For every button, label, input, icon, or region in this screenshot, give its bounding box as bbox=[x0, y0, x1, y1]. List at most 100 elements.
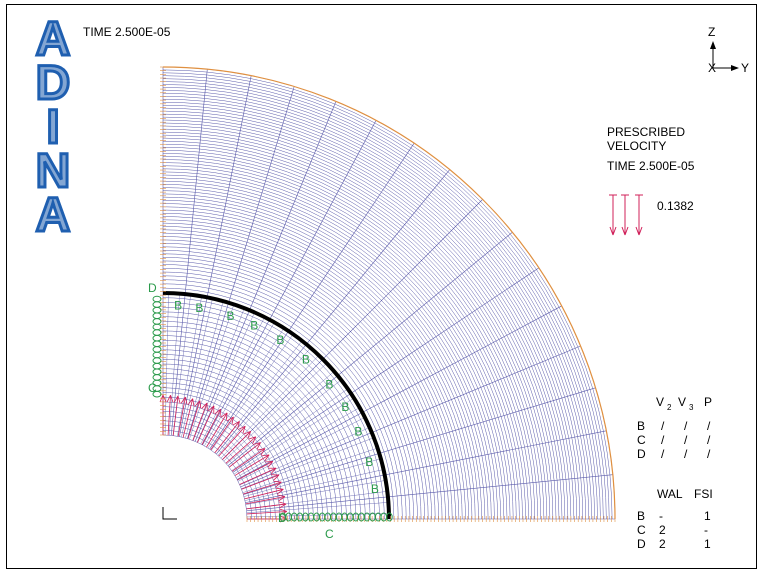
bc-circle bbox=[302, 512, 309, 522]
bc-circle bbox=[152, 390, 162, 398]
mesh-radial-line bbox=[240, 345, 581, 488]
prescribed-value: 0.1382 bbox=[657, 199, 694, 213]
velocity-arrowhead bbox=[180, 396, 188, 405]
velocity-arrowhead bbox=[214, 408, 222, 417]
bc-circle bbox=[152, 362, 162, 370]
mesh-radial-line bbox=[168, 293, 180, 436]
velocity-arrowhead bbox=[226, 416, 234, 425]
mesh-radial-line bbox=[216, 169, 450, 455]
velocity-arrowhead bbox=[271, 474, 280, 481]
boundary-b-label: B bbox=[302, 353, 310, 367]
bc-circle bbox=[152, 301, 162, 308]
wall-header-fsi: FSI bbox=[694, 487, 713, 501]
velocity-arrow bbox=[182, 398, 194, 438]
fixity-cell: / bbox=[661, 447, 665, 461]
wall-cell: 1 bbox=[704, 537, 711, 551]
fixity-header-v2-subscript: 2 bbox=[667, 403, 672, 412]
mesh-radial-line bbox=[211, 334, 294, 451]
velocity-arrow bbox=[222, 431, 251, 460]
wall-cell: - bbox=[659, 509, 663, 523]
wall-header-wal: WAL bbox=[657, 487, 683, 501]
mesh-radial-line bbox=[177, 296, 202, 437]
mesh-radial-line bbox=[164, 293, 169, 436]
velocity-arrow bbox=[197, 405, 215, 443]
bc-circle bbox=[152, 357, 162, 364]
logo-letter: A bbox=[36, 189, 71, 242]
velocity-arrowhead bbox=[278, 501, 287, 509]
velocity-arrowhead bbox=[166, 395, 174, 403]
velocity-arrowhead bbox=[220, 412, 228, 421]
velocity-arrowhead bbox=[253, 442, 261, 450]
fixity-header-v3-subscript: 3 bbox=[689, 403, 694, 412]
time-label: TIME 2.500E-05 bbox=[83, 25, 171, 39]
mesh-radial-line bbox=[217, 347, 311, 456]
boundary-d-label-bottom: D bbox=[278, 511, 287, 525]
fixity-cell: / bbox=[684, 419, 688, 433]
velocity-arrowhead bbox=[201, 402, 208, 411]
velocity-arrow bbox=[206, 412, 228, 448]
mesh-radial-line bbox=[223, 363, 327, 462]
bc-circle bbox=[152, 346, 162, 353]
velocity-arrow bbox=[243, 481, 282, 495]
boundary-ticks bbox=[160, 66, 616, 522]
velocity-arrow bbox=[231, 448, 266, 472]
velocity-arrow bbox=[228, 442, 261, 468]
mesh-radial-line bbox=[246, 474, 613, 512]
mesh-radial-line bbox=[237, 417, 365, 482]
prescribed-title: PRESCRIBED bbox=[607, 125, 686, 139]
velocity-arrow bbox=[218, 425, 246, 457]
bc-circle bbox=[152, 329, 162, 336]
mesh-radial-line bbox=[220, 355, 319, 459]
mesh-radial-line bbox=[200, 317, 265, 445]
logo-letter-fill: A bbox=[36, 189, 71, 242]
velocity-arrowhead bbox=[248, 436, 257, 444]
wall-row-label: C bbox=[637, 523, 646, 537]
velocity-arrow bbox=[239, 467, 277, 485]
velocity-arrow bbox=[187, 400, 201, 439]
mesh-radial-line bbox=[243, 387, 596, 495]
bc-circle bbox=[374, 512, 382, 522]
outer-boundary bbox=[162, 66, 616, 520]
boundary-b-label: B bbox=[341, 400, 349, 414]
bc-circle bbox=[152, 295, 162, 303]
boundary-d-label: D bbox=[148, 281, 157, 295]
velocity-arrow bbox=[246, 511, 287, 515]
fsi-interface-boundary bbox=[162, 291, 391, 520]
fixity-cell: / bbox=[707, 419, 711, 433]
mesh-radial-line bbox=[189, 304, 235, 440]
boundary-b-label: B bbox=[325, 377, 333, 391]
wall-cell: 1 bbox=[704, 509, 711, 523]
prescribed-subtitle: VELOCITY bbox=[607, 139, 667, 153]
mesh-radial-line bbox=[235, 407, 360, 478]
velocity-arrowhead bbox=[243, 430, 252, 439]
mesh-radial-line bbox=[233, 397, 355, 475]
logo-letter: A bbox=[36, 13, 71, 66]
fixity-cell: / bbox=[661, 433, 665, 447]
boundary-c-label: C bbox=[325, 527, 334, 541]
velocity-arrowhead bbox=[277, 494, 286, 502]
bc-circle bbox=[313, 512, 320, 522]
velocity-arrowhead bbox=[273, 480, 282, 488]
fixity-row-label: D bbox=[637, 447, 646, 461]
velocity-arrowhead bbox=[265, 460, 274, 468]
velocity-arrow bbox=[172, 395, 179, 436]
axis-triad bbox=[710, 41, 739, 71]
mesh-radial-line bbox=[232, 267, 539, 473]
mesh-radial-line bbox=[243, 458, 381, 497]
velocity-arrowhead bbox=[238, 425, 246, 434]
fixity-row-label: B bbox=[637, 419, 646, 433]
velocity-arrow bbox=[225, 436, 257, 464]
mesh-radial-line bbox=[187, 86, 295, 439]
wall-cell: - bbox=[704, 523, 708, 537]
axis-z-label: Z bbox=[708, 25, 716, 39]
wall-row-label: B bbox=[637, 509, 646, 523]
mesh-radial-line bbox=[222, 199, 483, 460]
bc-circle bbox=[152, 312, 162, 320]
mesh-radial-line bbox=[193, 308, 245, 441]
velocity-arrow bbox=[201, 409, 221, 445]
logo-letter-fill: D bbox=[36, 57, 71, 110]
mesh-radial-line bbox=[170, 69, 208, 436]
